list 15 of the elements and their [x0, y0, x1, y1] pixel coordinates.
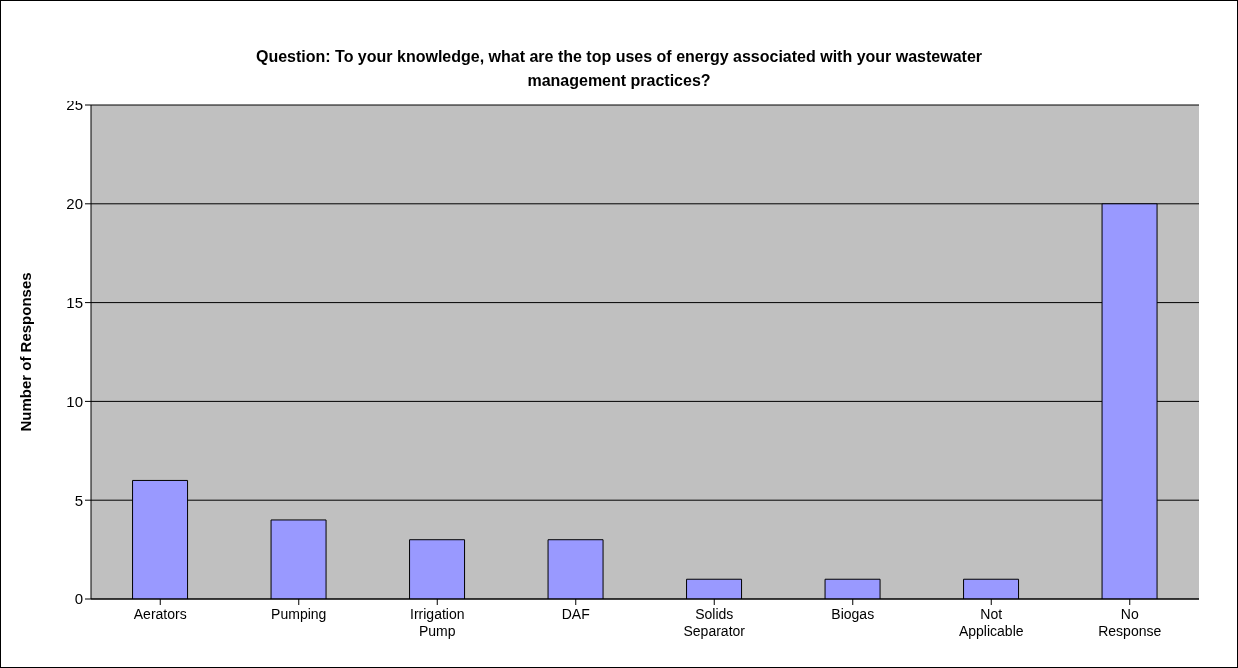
x-tick-label: Not Applicable: [958, 606, 1024, 639]
chart-title: Question: To your knowledge, what are the top uses of energy associated with your wastewater management practices?: [254, 47, 984, 91]
y-tick-label: 20: [66, 195, 83, 213]
x-tick-label: No Response: [1098, 606, 1162, 639]
x-tick-label: Irrigation Pump: [410, 606, 465, 639]
y-tick-label: 0: [74, 590, 83, 608]
y-tick-label: 10: [66, 392, 83, 410]
x-tick-label: Solids Separator: [683, 606, 746, 639]
x-tick-label: Biogas: [831, 606, 875, 622]
x-tick-label: DAF: [561, 606, 590, 622]
y-tick-label: 15: [66, 293, 83, 311]
y-axis-title: Number of Responses: [17, 272, 35, 432]
x-tick-label: Aerators: [133, 606, 187, 622]
x-tick-label: Pumping: [271, 606, 327, 622]
y-tick-label: 5: [74, 491, 83, 509]
